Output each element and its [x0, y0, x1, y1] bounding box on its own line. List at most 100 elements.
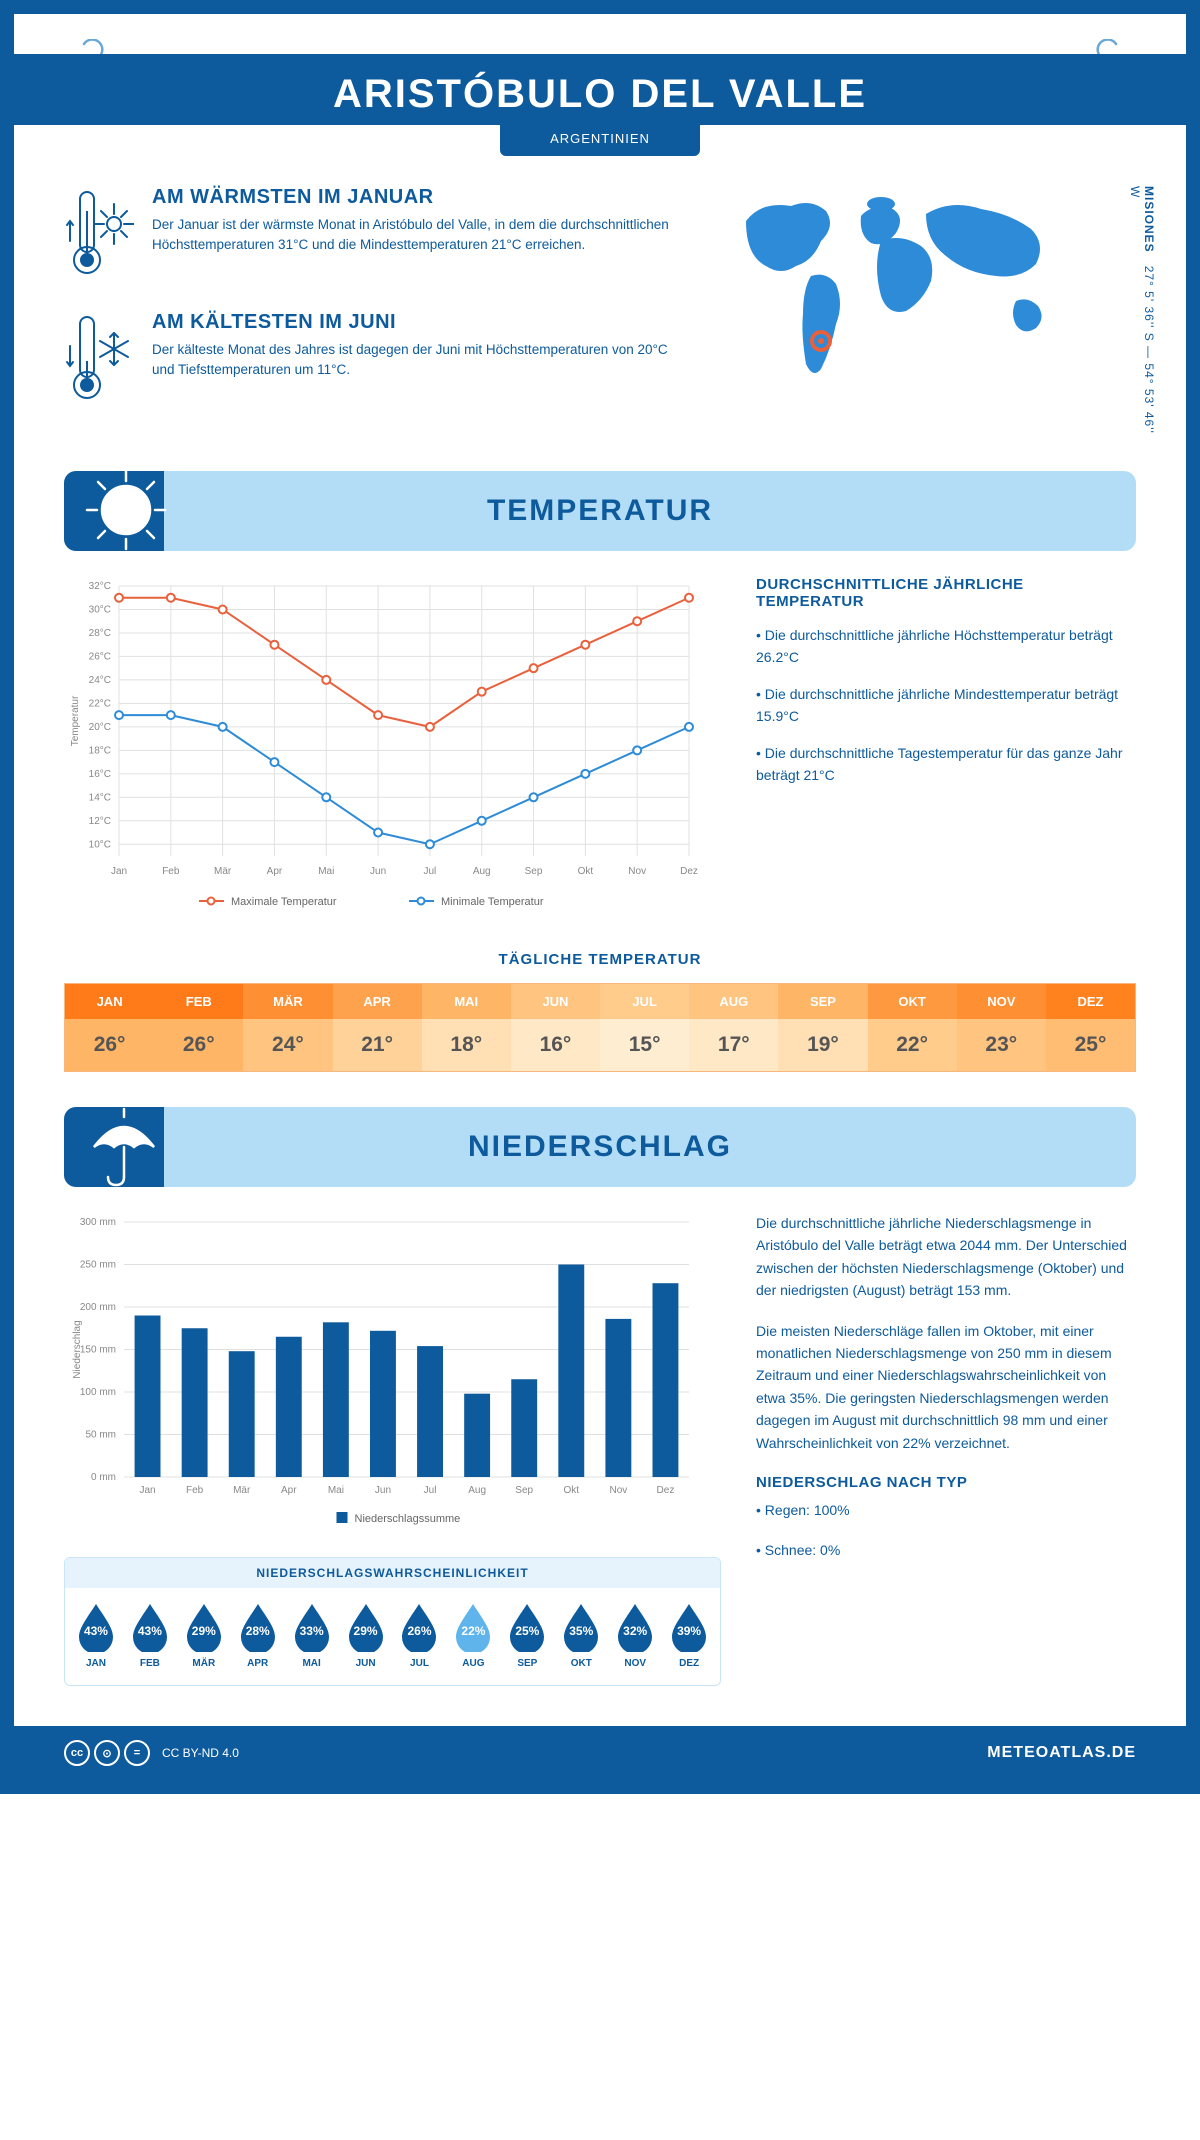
svg-text:200 mm: 200 mm	[80, 1302, 116, 1313]
prob-drop: 32%NOV	[608, 1600, 662, 1669]
svg-text:16°C: 16°C	[89, 769, 111, 780]
prob-drop: 43%JAN	[69, 1600, 123, 1669]
svg-text:Aug: Aug	[468, 1485, 486, 1496]
svg-text:24°C: 24°C	[89, 675, 111, 686]
svg-text:Jan: Jan	[139, 1485, 155, 1496]
fact-warmest-text: Der Januar ist der wärmste Monat in Aris…	[152, 215, 686, 256]
svg-text:Jan: Jan	[111, 866, 127, 877]
temp-cell: MÄR24°	[243, 984, 332, 1071]
temp-bullet: • Die durchschnittliche Tagestemperatur …	[756, 742, 1136, 787]
svg-text:28°C: 28°C	[89, 628, 111, 639]
daily-temp-strip: JAN26°FEB26°MÄR24°APR21°MAI18°JUN16°JUL1…	[64, 983, 1136, 1072]
svg-text:Niederschlag: Niederschlag	[72, 1320, 83, 1378]
svg-text:0 mm: 0 mm	[91, 1472, 116, 1483]
precip-para2: Die meisten Niederschläge fallen im Okto…	[756, 1320, 1136, 1454]
svg-text:Mär: Mär	[233, 1485, 251, 1496]
temp-bullet: • Die durchschnittliche jährliche Mindes…	[756, 683, 1136, 728]
section-title-precip: NIEDERSCHLAG	[468, 1130, 732, 1164]
svg-text:Feb: Feb	[162, 866, 180, 877]
footer: cc⊙= CC BY-ND 4.0 METEOATLAS.DE	[14, 1726, 1186, 1780]
svg-text:22°C: 22°C	[89, 698, 111, 709]
temp-cell: SEP19°	[778, 984, 867, 1071]
svg-text:150 mm: 150 mm	[80, 1345, 116, 1356]
prob-drop: 39%DEZ	[662, 1600, 716, 1669]
cc-icons: cc⊙=	[64, 1740, 150, 1766]
section-header-temperature: TEMPERATUR	[64, 471, 1136, 551]
svg-text:Sep: Sep	[515, 1485, 533, 1496]
svg-text:Aug: Aug	[473, 866, 491, 877]
svg-text:Temperatur: Temperatur	[70, 695, 81, 746]
page-subtitle: ARGENTINIEN	[500, 125, 700, 156]
svg-text:Sep: Sep	[525, 866, 543, 877]
svg-text:20°C: 20°C	[89, 722, 111, 733]
svg-text:Nov: Nov	[609, 1485, 627, 1496]
precip-type-bullet: • Regen: 100%	[756, 1499, 1136, 1521]
svg-text:Jul: Jul	[424, 1485, 437, 1496]
temp-cell: OKT22°	[868, 984, 957, 1071]
svg-text:Jun: Jun	[375, 1485, 391, 1496]
prob-drop: 28%APR	[231, 1600, 285, 1669]
fact-warmest-title: AM WÄRMSTEN IM JANUAR	[152, 186, 686, 209]
section-title-temperature: TEMPERATUR	[487, 494, 713, 528]
temp-cell: NOV23°	[957, 984, 1046, 1071]
svg-text:32°C: 32°C	[89, 581, 111, 592]
temp-cell: AUG17°	[689, 984, 778, 1071]
fact-warmest: AM WÄRMSTEN IM JANUAR Der Januar ist der…	[64, 186, 686, 286]
sun-icon	[79, 463, 174, 563]
prob-drop: 25%SEP	[500, 1600, 554, 1669]
svg-text:Jun: Jun	[370, 866, 386, 877]
svg-text:Mär: Mär	[214, 866, 232, 877]
svg-text:Mai: Mai	[328, 1485, 344, 1496]
license-text: CC BY-ND 4.0	[162, 1746, 239, 1760]
thermometer-cold-icon	[64, 311, 134, 411]
svg-text:300 mm: 300 mm	[80, 1217, 116, 1228]
prob-drop: 29%JUN	[339, 1600, 393, 1669]
temp-cell: JUL15°	[600, 984, 689, 1071]
section-header-precip: NIEDERSCHLAG	[64, 1107, 1136, 1187]
svg-text:Dez: Dez	[657, 1485, 675, 1496]
umbrella-icon	[79, 1099, 169, 1194]
temp-cell: JUN16°	[511, 984, 600, 1071]
svg-text:100 mm: 100 mm	[80, 1387, 116, 1398]
page-header: ARISTÓBULO DEL VALLE	[14, 54, 1186, 125]
svg-text:Apr: Apr	[281, 1485, 297, 1496]
footer-brand: METEOATLAS.DE	[987, 1744, 1136, 1762]
prob-drop: 35%OKT	[554, 1600, 608, 1669]
svg-text:Mai: Mai	[318, 866, 334, 877]
svg-text:26°C: 26°C	[89, 651, 111, 662]
prob-drop: 26%JUL	[393, 1600, 447, 1669]
temp-bullet: • Die durchschnittliche jährliche Höchst…	[756, 624, 1136, 669]
fact-coldest-text: Der kälteste Monat des Jahres ist dagege…	[152, 340, 686, 381]
prob-drop: 29%MÄR	[177, 1600, 231, 1669]
svg-text:Jul: Jul	[424, 866, 437, 877]
svg-text:12°C: 12°C	[89, 816, 111, 827]
temp-info-title: DURCHSCHNITTLICHE JÄHRLICHE TEMPERATUR	[756, 576, 1136, 610]
temp-cell: MAI18°	[422, 984, 511, 1071]
precip-type-bullet: • Schnee: 0%	[756, 1539, 1136, 1561]
svg-text:10°C: 10°C	[89, 839, 111, 850]
svg-text:14°C: 14°C	[89, 792, 111, 803]
temp-cell: APR21°	[333, 984, 422, 1071]
world-map	[716, 186, 1096, 386]
svg-text:Minimale Temperatur: Minimale Temperatur	[441, 896, 544, 908]
svg-text:Niederschlagssumme: Niederschlagssumme	[355, 1513, 461, 1525]
coordinates: MISIONES 27° 5' 36'' S — 54° 53' 46'' W	[1128, 186, 1156, 436]
precip-para1: Die durchschnittliche jährliche Niedersc…	[756, 1212, 1136, 1302]
prob-drop: 43%FEB	[123, 1600, 177, 1669]
svg-text:Maximale Temperatur: Maximale Temperatur	[231, 896, 337, 908]
thermometer-hot-icon	[64, 186, 134, 286]
svg-text:18°C: 18°C	[89, 745, 111, 756]
precip-probability-box: NIEDERSCHLAGSWAHRSCHEINLICHKEIT 43%JAN43…	[64, 1557, 721, 1686]
fact-coldest: AM KÄLTESTEN IM JUNI Der kälteste Monat …	[64, 311, 686, 411]
temp-cell: JAN26°	[65, 984, 154, 1071]
temperature-line-chart: 10°C 12°C 14°C 16°C 18°C 20°C 22°C 24°C 26°C 28°C…	[64, 576, 704, 916]
prob-drop: 33%MAI	[285, 1600, 339, 1669]
svg-text:Nov: Nov	[628, 866, 646, 877]
svg-text:Feb: Feb	[186, 1485, 204, 1496]
prob-drop: 22%AUG	[446, 1600, 500, 1669]
svg-text:Okt: Okt	[564, 1485, 580, 1496]
svg-text:Dez: Dez	[680, 866, 698, 877]
svg-text:Apr: Apr	[267, 866, 283, 877]
precip-prob-title: NIEDERSCHLAGSWAHRSCHEINLICHKEIT	[65, 1558, 720, 1588]
daily-temp-title: TÄGLICHE TEMPERATUR	[64, 951, 1136, 968]
